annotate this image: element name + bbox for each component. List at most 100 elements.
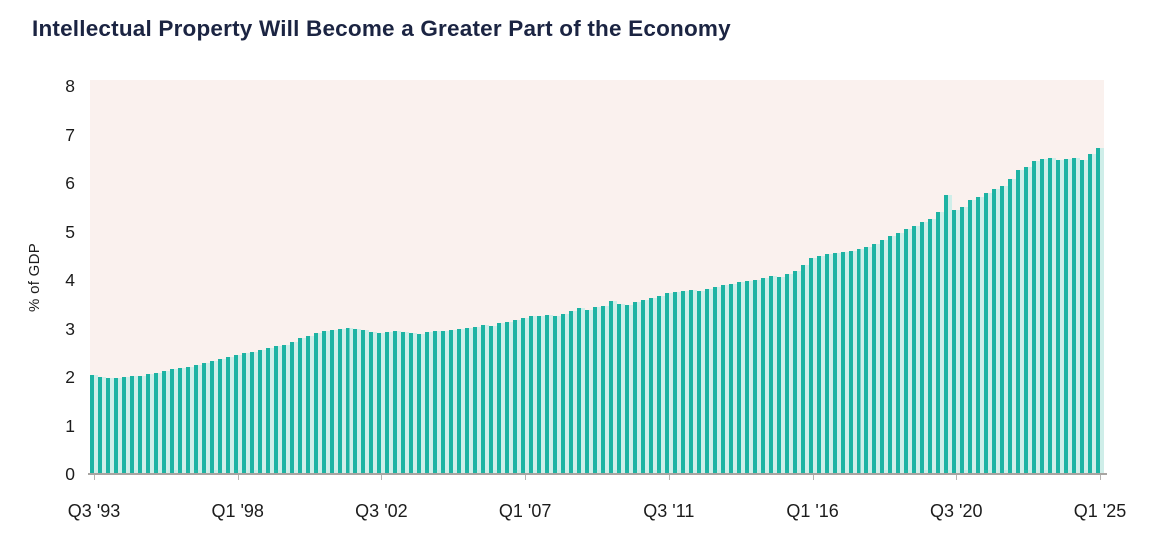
bar-quarter-9 bbox=[161, 371, 170, 474]
bar-quarter-36 bbox=[377, 333, 386, 474]
y-tick-label-6: 6 bbox=[65, 173, 75, 193]
bar-quarter-13 bbox=[193, 364, 202, 474]
bar-quarter-29 bbox=[321, 331, 330, 474]
bar-quarter-106 bbox=[936, 211, 945, 474]
bar-quarter-117 bbox=[1024, 167, 1033, 474]
bar-quarter-93 bbox=[832, 253, 841, 474]
bar-quarter-67 bbox=[624, 304, 633, 474]
bar-quarter-61 bbox=[577, 308, 586, 474]
bar-quarter-85 bbox=[768, 276, 777, 474]
bar-quarter-99 bbox=[880, 239, 889, 474]
bar-quarter-64 bbox=[601, 305, 609, 474]
bar-quarter-52 bbox=[505, 321, 514, 474]
bar-quarter-42 bbox=[425, 332, 434, 474]
bar-quarter-20 bbox=[249, 351, 258, 474]
bar-quarter-63 bbox=[593, 307, 601, 474]
bar-quarter-68 bbox=[632, 302, 641, 474]
bar-quarter-49 bbox=[481, 325, 490, 474]
bar-quarter-38 bbox=[393, 331, 402, 474]
bar-quarter-58 bbox=[553, 315, 562, 474]
bar-quarter-21 bbox=[257, 349, 266, 474]
bar-quarter-32 bbox=[345, 328, 354, 474]
y-tick-label-4: 4 bbox=[65, 270, 75, 290]
x-tick-mark bbox=[956, 475, 958, 480]
bar-quarter-94 bbox=[840, 251, 849, 474]
bar-quarter-116 bbox=[1016, 170, 1025, 474]
bar-quarter-101 bbox=[896, 232, 905, 474]
bar-quarter-60 bbox=[569, 310, 578, 474]
bar-quarter-54 bbox=[521, 318, 530, 474]
x-tick-label-q1-16: Q1 '16 bbox=[786, 501, 839, 521]
bar-quarter-45 bbox=[449, 329, 458, 474]
bar-quarter-102 bbox=[904, 229, 913, 474]
bar-quarter-96 bbox=[856, 249, 865, 474]
bar-quarter-33 bbox=[353, 329, 362, 474]
x-tick-label-q1-25: Q1 '25 bbox=[1073, 501, 1127, 521]
y-tick-label-5: 5 bbox=[65, 221, 75, 242]
bar-quarter-79 bbox=[720, 285, 729, 474]
bar-quarter-65 bbox=[608, 301, 617, 474]
bar-quarter-92 bbox=[824, 254, 833, 474]
bar-quarter-123 bbox=[1072, 157, 1081, 474]
x-tick-label-q1-07: Q1 '07 bbox=[498, 501, 552, 521]
bar-quarter-121 bbox=[1056, 159, 1065, 474]
bar-quarter-119 bbox=[1040, 158, 1049, 474]
x-tick-mark bbox=[93, 475, 95, 480]
bar-quarter-53 bbox=[513, 319, 522, 474]
bar-quarter-57 bbox=[545, 314, 554, 474]
bar-quarter-118 bbox=[1032, 160, 1041, 474]
bar-quarter-16 bbox=[217, 358, 226, 474]
bar-quarter-27 bbox=[305, 335, 314, 474]
bar-quarter-2 bbox=[105, 377, 114, 474]
y-tick-label-2: 2 bbox=[65, 367, 75, 387]
bar-quarter-88 bbox=[792, 271, 801, 474]
x-tick-label-q3-11: Q3 '11 bbox=[643, 501, 695, 521]
x-tick-mark bbox=[525, 475, 527, 480]
bar-quarter-6 bbox=[137, 375, 146, 474]
bar-quarter-95 bbox=[848, 250, 857, 474]
bar-quarter-11 bbox=[177, 368, 186, 474]
bar-quarter-39 bbox=[401, 332, 410, 474]
bar-quarter-26 bbox=[297, 338, 306, 474]
bar-quarter-55 bbox=[529, 316, 538, 474]
bar-quarter-43 bbox=[433, 331, 442, 474]
bar-quarter-112 bbox=[984, 192, 993, 474]
bar-quarter-22 bbox=[265, 347, 274, 474]
bar-quarter-59 bbox=[561, 313, 570, 474]
bar-quarter-75 bbox=[688, 290, 697, 474]
bar-quarter-82 bbox=[744, 280, 753, 474]
bar-quarter-50 bbox=[489, 326, 498, 474]
y-axis-title: % of GDP bbox=[26, 242, 43, 313]
bar-quarter-0 bbox=[90, 375, 98, 474]
bar-quarter-44 bbox=[441, 330, 450, 474]
bar-quarter-31 bbox=[337, 329, 346, 474]
bar-quarter-41 bbox=[417, 333, 426, 474]
bar-quarter-98 bbox=[872, 243, 881, 474]
bar-quarter-120 bbox=[1048, 157, 1057, 474]
bar-quarter-28 bbox=[313, 333, 322, 474]
bar-quarter-124 bbox=[1080, 159, 1089, 474]
x-tick-mark bbox=[381, 475, 383, 480]
bar-quarter-78 bbox=[712, 287, 721, 474]
bar-quarter-76 bbox=[696, 291, 705, 474]
bar-quarter-14 bbox=[201, 363, 210, 474]
bar-quarter-125 bbox=[1088, 154, 1097, 474]
bar-quarter-7 bbox=[145, 374, 154, 474]
x-tick-mark bbox=[668, 475, 670, 480]
x-tick-label-q3-93: Q3 '93 bbox=[67, 501, 121, 521]
bar-quarter-15 bbox=[209, 361, 218, 474]
bar-quarter-18 bbox=[233, 354, 242, 474]
bar-quarter-97 bbox=[864, 247, 873, 474]
bar-quarter-87 bbox=[784, 274, 793, 474]
bar-quarter-105 bbox=[928, 218, 937, 474]
bar-quarter-100 bbox=[888, 236, 897, 474]
bar-quarter-104 bbox=[920, 222, 929, 474]
bar-quarter-108 bbox=[952, 210, 961, 474]
bar-quarter-73 bbox=[672, 292, 681, 474]
x-tick-label-q3-20: Q3 '20 bbox=[930, 501, 983, 521]
bar-quarter-66 bbox=[616, 303, 625, 474]
y-tick-label-1: 1 bbox=[65, 415, 75, 436]
bar-quarter-72 bbox=[664, 293, 673, 474]
bar-quarter-40 bbox=[409, 333, 418, 474]
